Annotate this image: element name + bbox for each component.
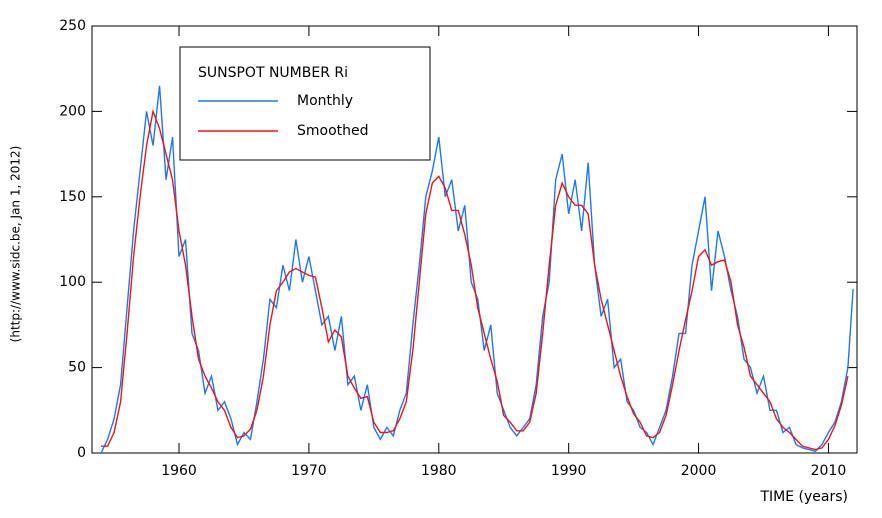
x-axis-label: TIME (years) — [759, 489, 848, 505]
y-tick-label: 200 — [59, 103, 86, 119]
y-tick-label: 250 — [59, 18, 86, 34]
legend-label: Monthly — [297, 93, 353, 109]
x-tick-label: 2000 — [681, 463, 717, 479]
series-line — [100, 85, 854, 453]
series-line — [101, 108, 849, 451]
legend-box — [179, 46, 431, 161]
x-tick-label: 1970 — [291, 463, 327, 479]
x-tick-label: 1980 — [421, 463, 457, 479]
plot-frame — [91, 25, 858, 454]
y-tick-label: 0 — [77, 445, 86, 461]
x-tick-label: 1960 — [161, 463, 197, 479]
y-tick-label: 150 — [59, 189, 86, 205]
x-tick-label: 1990 — [551, 463, 587, 479]
y-axis-label: (http://www.sidc.be, Jan 1, 2012) — [9, 146, 23, 343]
legend: SUNSPOT NUMBER Ri Monthly Smoothed — [179, 46, 431, 161]
y-tick-label: 100 — [59, 274, 86, 290]
legend-title: SUNSPOT NUMBER Ri — [198, 65, 348, 81]
legend-label: Smoothed — [297, 123, 369, 139]
x-tick-label: 2010 — [811, 463, 847, 479]
y-tick-label: 50 — [68, 360, 86, 376]
